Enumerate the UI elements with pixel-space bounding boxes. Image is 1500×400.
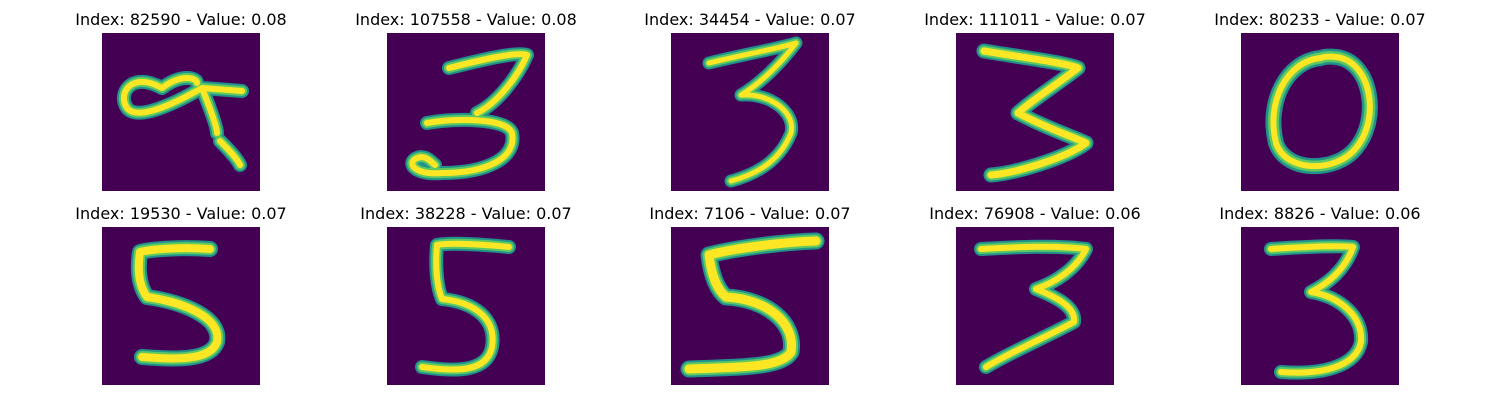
digit-three-glyph xyxy=(976,43,1094,183)
digit-three-glyph xyxy=(405,47,534,181)
panel-8: Index: 7106 - Value: 0.07 xyxy=(620,204,880,385)
panel-2: Index: 107558 - Value: 0.08 xyxy=(336,10,596,191)
digit-image xyxy=(387,227,545,385)
panel-5: Index: 80233 - Value: 0.07 xyxy=(1190,10,1450,191)
panel-4: Index: 111011 - Value: 0.07 xyxy=(905,10,1165,191)
panel-title: Index: 111011 - Value: 0.07 xyxy=(924,10,1146,29)
digit-image xyxy=(671,33,829,191)
digit-image xyxy=(387,33,545,191)
digit-five-glyph xyxy=(680,232,825,378)
panel-9: Index: 76908 - Value: 0.06 xyxy=(905,204,1165,385)
digit-image xyxy=(1241,227,1399,385)
digit-five-glyph xyxy=(415,236,516,377)
digit-five-glyph xyxy=(130,240,226,367)
panel-3: Index: 34454 - Value: 0.07 xyxy=(620,10,880,191)
panel-title: Index: 8826 - Value: 0.06 xyxy=(1219,204,1421,223)
panel-title: Index: 38228 - Value: 0.07 xyxy=(360,204,572,223)
panel-title: Index: 34454 - Value: 0.07 xyxy=(644,10,856,29)
digit-image xyxy=(102,33,260,191)
digit-image xyxy=(671,227,829,385)
digit-three-glyph xyxy=(1264,239,1369,380)
panel-7: Index: 38228 - Value: 0.07 xyxy=(336,204,596,385)
panel-title: Index: 107558 - Value: 0.08 xyxy=(355,10,577,29)
digit-image xyxy=(1241,33,1399,191)
panel-title: Index: 80233 - Value: 0.07 xyxy=(1214,10,1426,29)
panel-1: Index: 82590 - Value: 0.08 xyxy=(51,10,311,191)
panel-title: Index: 76908 - Value: 0.06 xyxy=(929,204,1141,223)
digit-image xyxy=(956,227,1114,385)
digit-three-glyph xyxy=(702,36,803,188)
panel-6: Index: 19530 - Value: 0.07 xyxy=(51,204,311,385)
digit-nine-glyph xyxy=(116,71,249,172)
digit-three-glyph xyxy=(974,239,1093,374)
digit-zero-glyph xyxy=(1265,48,1378,175)
digit-image xyxy=(956,33,1114,191)
panel-title: Index: 19530 - Value: 0.07 xyxy=(75,204,287,223)
digit-image xyxy=(102,227,260,385)
panel-10: Index: 8826 - Value: 0.06 xyxy=(1190,204,1450,385)
panel-title: Index: 82590 - Value: 0.08 xyxy=(75,10,287,29)
panel-title: Index: 7106 - Value: 0.07 xyxy=(649,204,851,223)
